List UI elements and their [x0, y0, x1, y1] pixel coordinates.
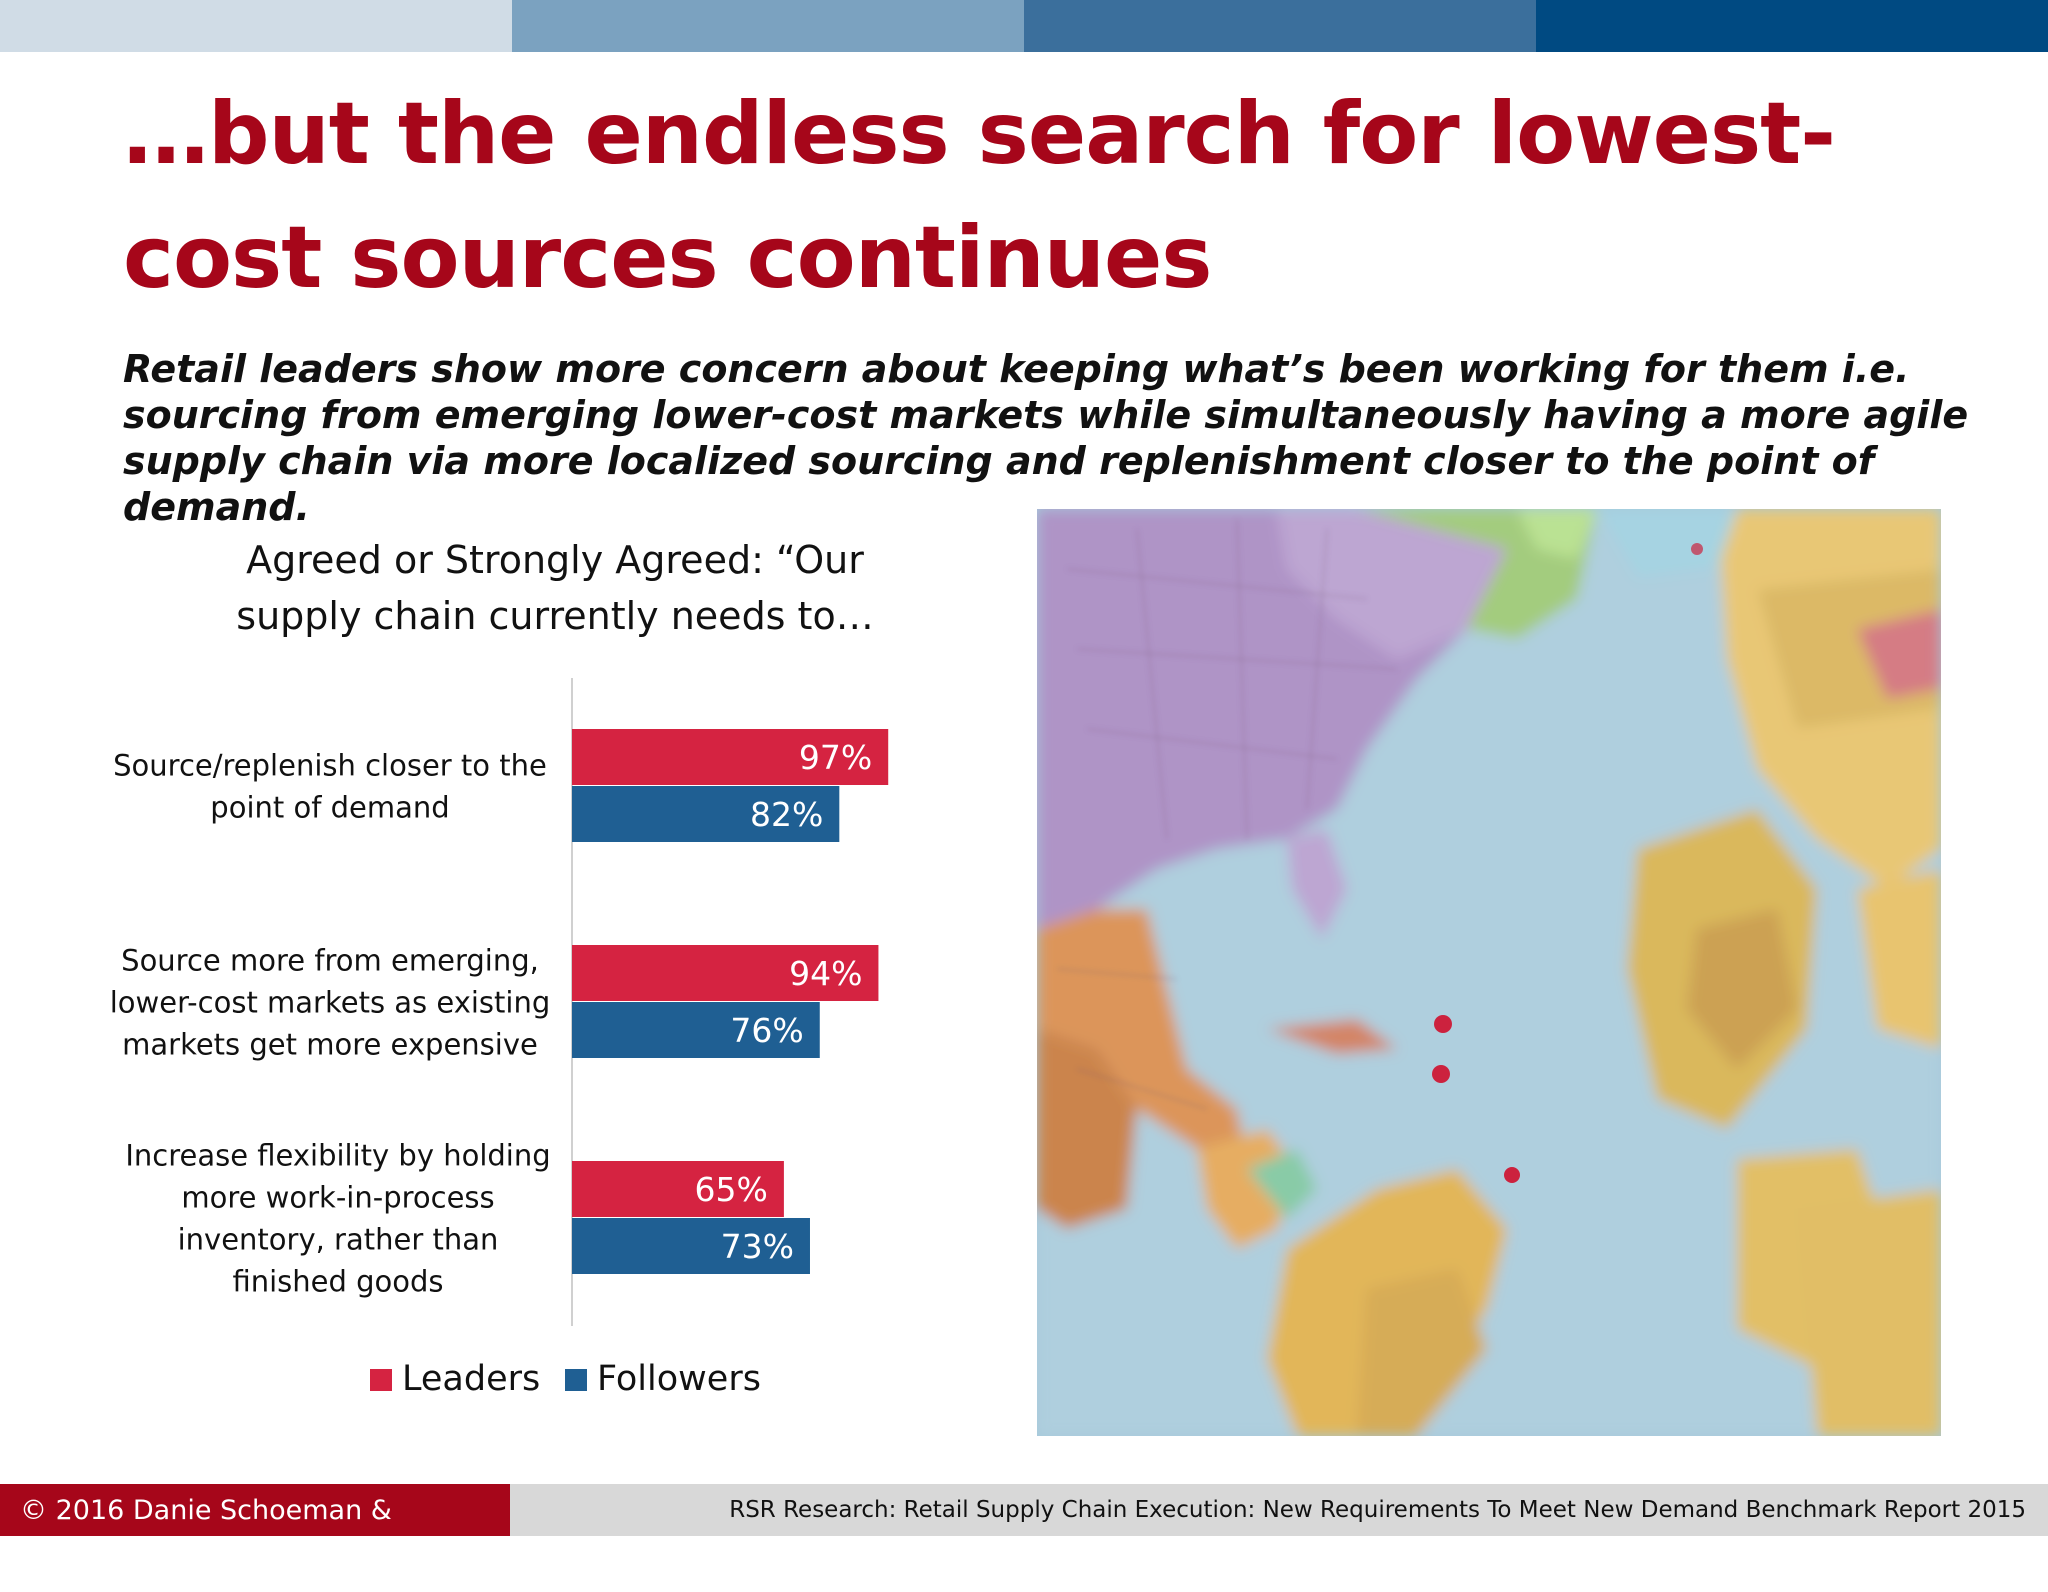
bar-followers — [572, 1218, 810, 1274]
category-label-line: Source/replenish closer to the — [113, 749, 547, 783]
footer: © 2016 Danie Schoeman & Company RSR Rese… — [0, 1484, 2048, 1580]
category-label-line: Source more from emerging, — [121, 944, 539, 978]
map-pins — [1432, 543, 1703, 1183]
top-bar-segment-4 — [1536, 0, 2048, 52]
map-photo — [1037, 509, 1941, 1436]
legend-swatch-followers — [565, 1369, 587, 1391]
category-label-line: finished goods — [232, 1265, 443, 1299]
data-label: 97% — [799, 738, 872, 777]
category-label-line: markets get more expensive — [122, 1028, 538, 1062]
data-label: 76% — [730, 1011, 803, 1050]
bar-leaders — [572, 1161, 784, 1217]
top-bar-segment-3 — [1024, 0, 1536, 52]
category-label: Increase flexibility by holding more work… — [125, 1139, 550, 1299]
slide-subtitle: Retail leaders show more concern about k… — [123, 347, 1969, 529]
data-label: 82% — [750, 795, 823, 834]
map-illustration — [1037, 509, 1941, 1436]
slide-title: …but the endless search for lowest-cost … — [123, 84, 1836, 308]
category-label: Source/replenish closer to the point of d… — [113, 749, 547, 825]
footer-copyright: © 2016 Danie Schoeman & Company — [0, 1484, 510, 1580]
category-label-line: lower-cost markets as existing — [110, 986, 551, 1020]
data-label: 94% — [789, 954, 862, 993]
legend-label-leaders: Leaders — [402, 1359, 540, 1399]
category-label-line: Increase flexibility by holding — [125, 1139, 550, 1173]
legend-swatch-leaders — [370, 1369, 392, 1391]
bar-leaders — [572, 729, 889, 785]
chart-title: Agreed or Strongly Agreed: “Our supply c… — [236, 538, 874, 638]
category-label-line: inventory, rather than — [178, 1223, 499, 1257]
bar-leaders — [572, 945, 879, 1001]
category-label-line: point of demand — [210, 791, 449, 825]
legend-label-followers: Followers — [597, 1359, 761, 1399]
data-label: 65% — [695, 1170, 768, 1209]
category-label-line: more work-in-process — [181, 1181, 494, 1215]
bar-followers — [572, 1002, 820, 1058]
top-bar-segment-2 — [512, 0, 1024, 52]
category-label: Source more from emerging, lower-cost mar… — [110, 944, 551, 1062]
top-color-bar — [0, 0, 2048, 52]
top-bar-segment-1 — [0, 0, 512, 52]
bar-followers — [572, 786, 840, 842]
data-label: 73% — [721, 1227, 794, 1266]
footer-source: RSR Research: Retail Supply Chain Execut… — [729, 1497, 2026, 1523]
